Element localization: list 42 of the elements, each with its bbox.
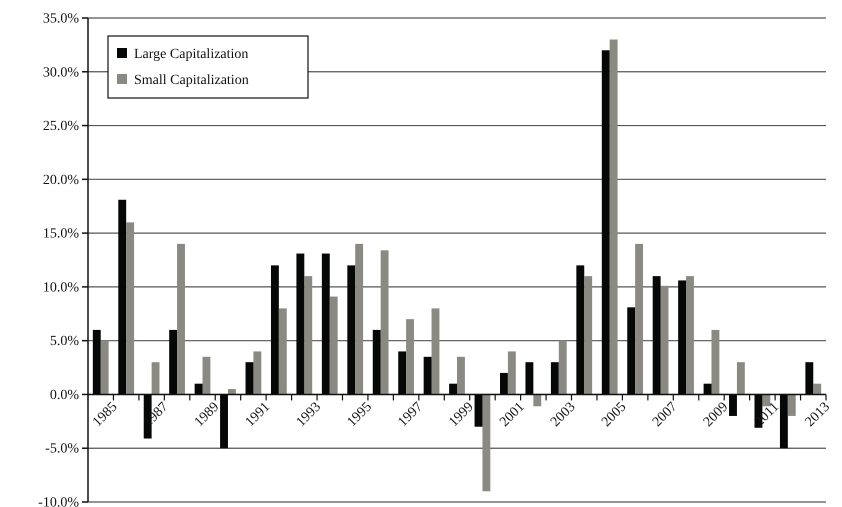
bar (788, 394, 796, 416)
bar (686, 276, 694, 394)
y-tick-label: -10.0% (38, 495, 80, 507)
bar (610, 40, 618, 394)
bar (355, 244, 364, 394)
bar (278, 308, 287, 394)
bar (457, 356, 465, 394)
x-tick-label: 1989 (192, 400, 222, 430)
bar (432, 308, 440, 394)
x-tick-label: 1999 (446, 400, 477, 430)
legend-label: Small Capitalization (134, 73, 249, 88)
bar (736, 362, 745, 394)
bar (126, 222, 134, 394)
bar (558, 340, 567, 394)
y-tick-label: 20.0% (42, 172, 80, 188)
bar (635, 244, 644, 394)
legend-label: Large Capitalization (134, 47, 248, 62)
y-tick-label: 10.0% (42, 280, 80, 296)
bar (482, 394, 490, 492)
x-tick-label: 1991 (242, 400, 274, 430)
bar (380, 250, 389, 394)
bar (304, 276, 312, 394)
bar (406, 319, 414, 394)
bar (660, 286, 668, 394)
y-tick-label: 25.0% (42, 119, 80, 134)
x-tick-label: 2011 (752, 400, 782, 430)
bar (533, 394, 542, 406)
bar (584, 276, 592, 394)
y-tick-label: 5.0% (50, 334, 80, 350)
y-tick-label: 35.0% (42, 11, 80, 26)
y-tick-label: 15.0% (42, 226, 80, 242)
bar (152, 362, 160, 394)
y-tick-label: -5.0% (45, 442, 80, 457)
bar (330, 296, 338, 394)
bar (202, 356, 210, 394)
y-tick-label: 30.0% (42, 65, 80, 80)
y-tick-label: 0.0% (50, 388, 80, 403)
bar (711, 330, 720, 394)
bar (253, 351, 262, 394)
bar (508, 351, 516, 394)
bar (177, 244, 185, 394)
bar (100, 340, 109, 394)
